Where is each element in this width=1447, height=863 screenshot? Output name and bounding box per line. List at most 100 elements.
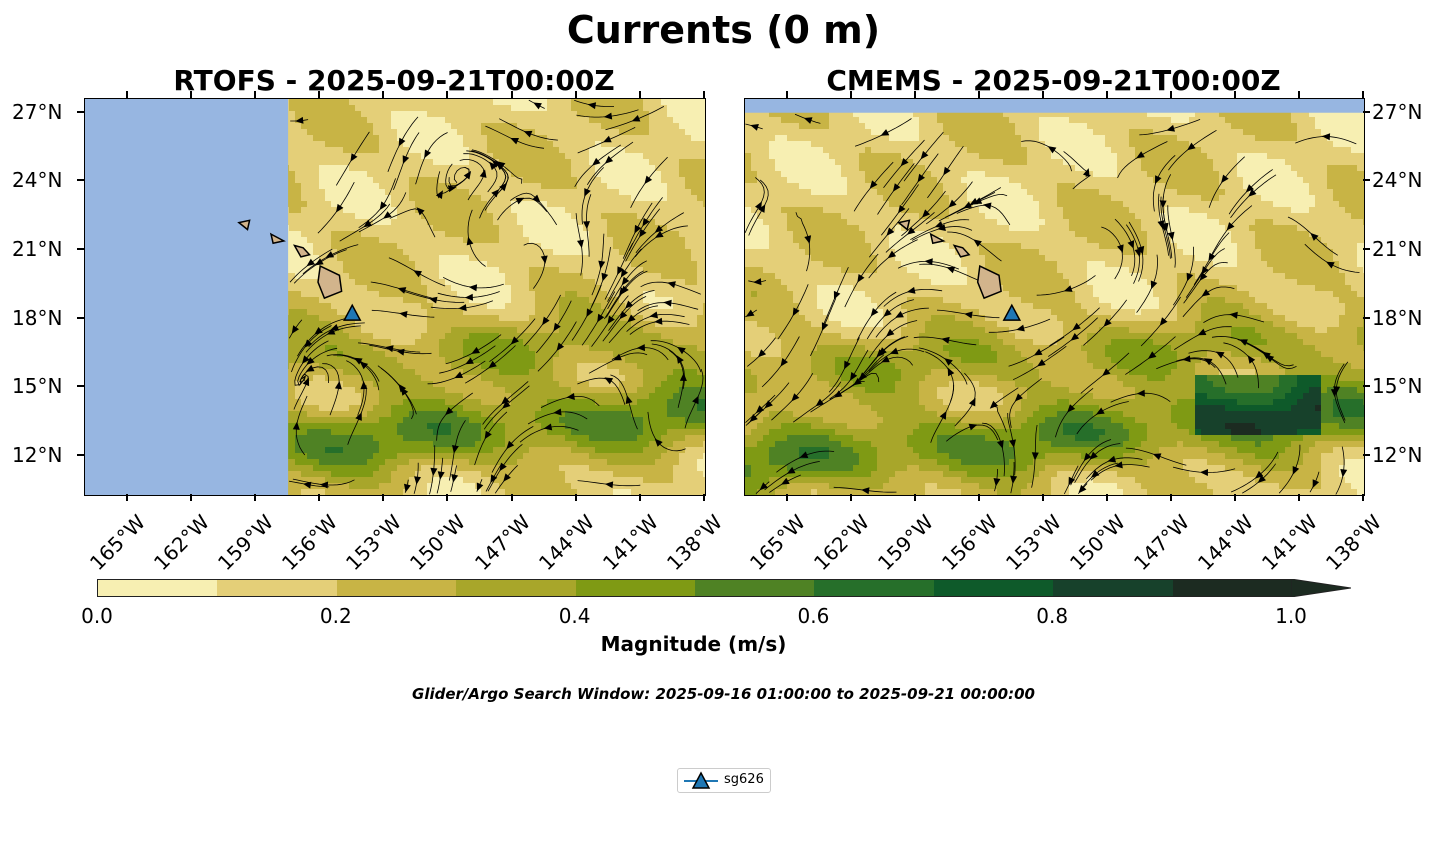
lon-tick-mark (510, 494, 513, 501)
lon-tick-mark (574, 91, 577, 98)
cmems-map-panel[interactable] (744, 98, 1365, 496)
glider-position-marker[interactable] (1002, 303, 1022, 321)
streamline-arrow (886, 227, 895, 236)
streamline-arrow (1096, 407, 1105, 415)
colorbar-segment (98, 580, 218, 596)
lat-tick-mark (1363, 454, 1370, 457)
streamline-arrow (1127, 240, 1135, 249)
streamline-arrow (815, 398, 825, 407)
streamline-arrow (502, 400, 511, 409)
streamline-arrow (625, 395, 633, 404)
lon-tick-mark (446, 494, 449, 501)
streamline-arrow (334, 381, 342, 390)
streamline-arrow (892, 183, 901, 192)
rtofs-map-panel[interactable] (84, 98, 706, 496)
current-magnitude-field (745, 99, 1364, 495)
streamline-arrow (943, 166, 951, 176)
streamline-arrow (291, 325, 299, 334)
streamline-arrow (946, 266, 956, 274)
streamline-arrow (1010, 475, 1018, 484)
current-magnitude-field (85, 99, 705, 495)
streamline-arrow (586, 308, 594, 318)
streamline-arrow (948, 199, 957, 208)
streamline-arrow (1136, 151, 1145, 159)
streamline-arrow (1152, 453, 1162, 460)
lon-tick-mark (913, 91, 916, 98)
streamline-arrow (997, 440, 1004, 449)
legend: sg626 (677, 768, 771, 793)
colorbar-segment (336, 580, 457, 596)
streamline-arrow (597, 313, 605, 323)
streamline-arrow (973, 239, 982, 247)
streamline-arrow (476, 482, 484, 492)
lat-tick-label-right: 27°N (1372, 99, 1423, 124)
streamline-arrow (445, 407, 454, 416)
lon-tick-mark (254, 91, 257, 98)
streamline-arrow (302, 377, 310, 387)
colorbar-segment (933, 580, 1054, 596)
streamline-arrow (878, 347, 887, 356)
streamline-arrow (503, 473, 511, 482)
streamline-arrow (634, 224, 642, 234)
streamline-arrow (496, 161, 506, 169)
streamline-arrow (1070, 333, 1080, 341)
streamline-arrow (553, 322, 561, 332)
colorbar-label: Magnitude (m/s) (600, 632, 787, 656)
streamline-arrow (468, 284, 478, 292)
streamline-arrow (484, 430, 492, 440)
streamline-arrow (454, 371, 464, 379)
streamline-arrow (607, 315, 615, 325)
lat-tick-label-right: 12°N (1372, 443, 1423, 468)
lat-tick-label-left: 12°N (12, 443, 63, 468)
streamline-arrow (452, 445, 459, 454)
lat-tick-label-right: 21°N (1372, 237, 1423, 262)
streamline-arrow (302, 481, 312, 489)
streamline-arrow (625, 300, 634, 309)
streamline-arrow (414, 476, 421, 485)
streamline-arrow (858, 372, 867, 381)
streamline-arrow (465, 357, 474, 365)
figure-title: Currents (0 m) (566, 8, 881, 52)
streamline-arrow (1089, 451, 1098, 460)
streamline-arrow (692, 395, 699, 405)
streamline-arrow (314, 327, 323, 335)
streamline-arrow (989, 400, 998, 409)
streamline-arrow (627, 314, 636, 323)
glider-position-marker[interactable] (342, 303, 362, 321)
lon-tick-mark (1362, 91, 1364, 98)
lat-tick-mark (77, 385, 84, 388)
streamline-arrow (780, 358, 788, 367)
streamline-arrow (1310, 232, 1319, 241)
streamline-arrow (304, 339, 313, 348)
streamline-arrow (833, 290, 841, 300)
streamline-arrow (598, 260, 606, 270)
lat-tick-mark (77, 248, 84, 251)
land-island (317, 264, 343, 300)
streamline-arrow (1340, 469, 1348, 478)
lat-tick-mark (1363, 385, 1370, 388)
streamline-arrow (1226, 222, 1235, 231)
streamline-arrow (1247, 355, 1256, 364)
streamline-arrow (506, 440, 515, 450)
streamline-arrow (804, 235, 812, 244)
lat-tick-mark (77, 316, 84, 319)
lon-tick-mark (1233, 91, 1236, 98)
streamline-arrow (1107, 455, 1117, 463)
lon-tick-mark (1362, 494, 1364, 501)
streamline-arrow (639, 228, 647, 238)
streamline-arrow (532, 194, 541, 203)
streamline-arrow (305, 364, 315, 372)
streamline-arrow (501, 396, 510, 405)
streamline-arrow (753, 278, 762, 286)
streamline-arrow (360, 381, 368, 390)
streamline-arrow (654, 317, 663, 325)
colorbar-extend-arrow (1291, 579, 1351, 597)
streamline-arrow (583, 221, 590, 230)
streamline-arrow (489, 161, 498, 171)
streamline-arrow (355, 412, 362, 421)
streamline-arrow (844, 360, 851, 370)
streamline-arrow (413, 270, 422, 278)
lon-tick-mark (1297, 494, 1300, 501)
streamline-arrow (1239, 339, 1248, 346)
streamline-arrow (1255, 470, 1264, 479)
